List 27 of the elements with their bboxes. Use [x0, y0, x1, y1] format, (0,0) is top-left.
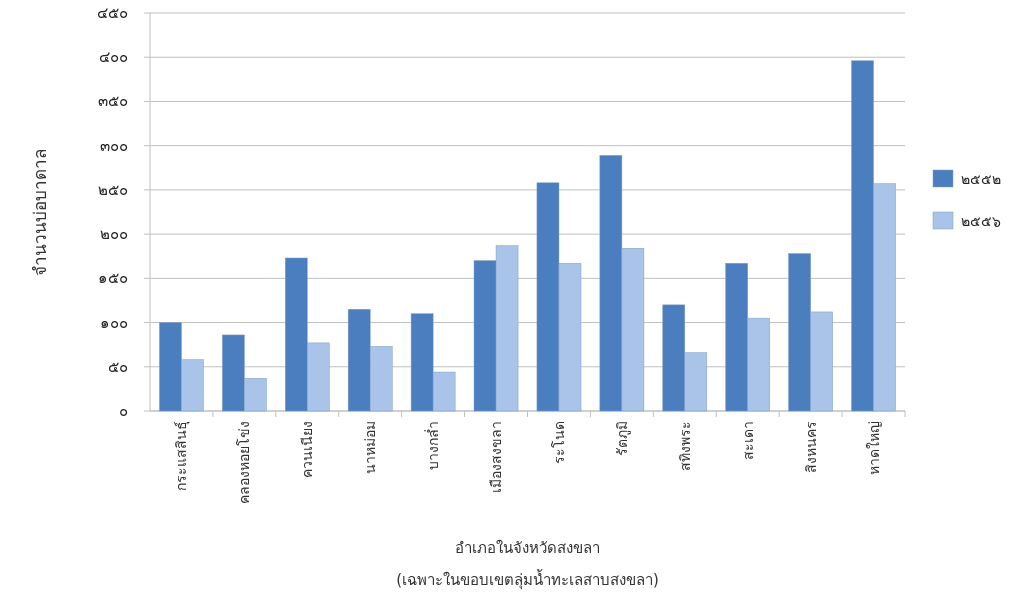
x-tick-label: คลองหอยโข่ง: [236, 421, 253, 504]
x-tick-label: สทิงพระ: [676, 421, 693, 471]
y-tick-label: ๔๐๐: [99, 48, 128, 67]
x-tick-label: สิงหนคร: [802, 421, 819, 473]
y-tick-label: ๒๐๐: [100, 225, 128, 244]
y-tick-label: ๓๐๐: [100, 136, 128, 155]
x-axis-title: อำเภอในจังหวัดสงขลา: [455, 539, 600, 557]
legend-label: ๒๕๕๖: [961, 213, 1001, 229]
y-tick-label: ๕๐: [108, 357, 128, 376]
x-tick-label: ควนเนียง: [299, 421, 316, 478]
text: (เฉพาะในขอบเขตลุ่มน้ำทะเลสาบสงขลา): [396, 569, 659, 590]
x-tick-label: กระแสสินธุ์: [173, 421, 191, 491]
x-tick-label: สะเดา: [739, 421, 756, 460]
y-tick-label: ๒๕๐: [98, 180, 128, 199]
y-axis-title: จำนวนบ่อบาดาล: [30, 148, 50, 276]
x-tick-label: ระโนด: [550, 421, 567, 464]
y-tick-label: ๑๐๐: [100, 313, 128, 332]
y-tick-label: ๔๕๐: [97, 4, 128, 22]
y-tick-label: ๑๕๐: [98, 269, 128, 288]
x-tick-label: เมืองสงขลา: [488, 421, 505, 493]
x-tick-label: รัตภูมิ: [613, 421, 631, 456]
x-tick-label: นาหม่อม: [362, 421, 379, 474]
y-tick-label: ๐: [119, 402, 128, 420]
x-tick-label: หาดใหญ่: [865, 421, 882, 475]
x-tick-label: บางกล่ำ: [424, 421, 442, 470]
y-tick-label: ๓๕๐: [98, 92, 128, 111]
legend-label: ๒๕๕๒: [961, 171, 1001, 187]
